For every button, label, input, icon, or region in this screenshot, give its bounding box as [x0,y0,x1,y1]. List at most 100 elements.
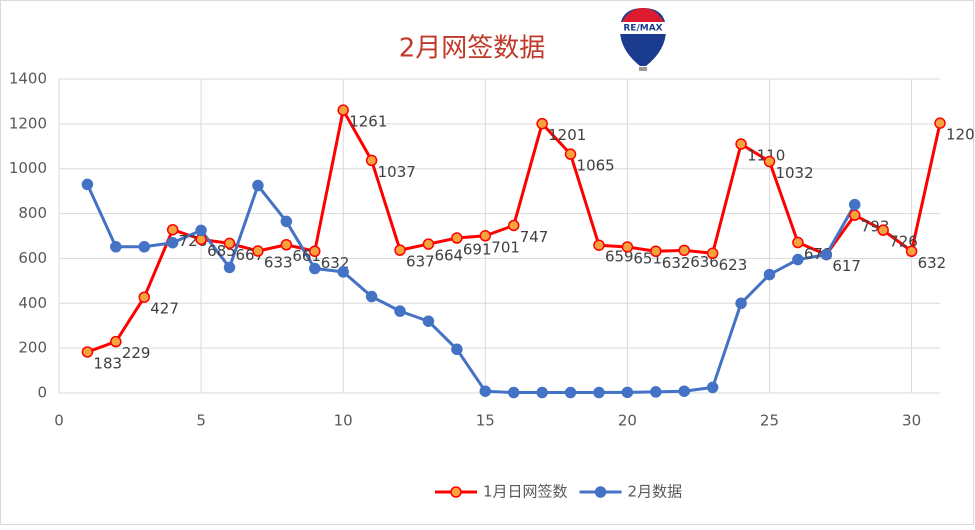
data-point [564,148,577,160]
data-label: 623 [719,256,748,274]
data-label: 1261 [349,113,387,131]
data-label: 632 [918,254,947,272]
data-point [934,117,946,129]
data-point [110,335,122,348]
data-point [195,224,207,237]
y-tick-label: 0 [37,384,47,402]
data-point [365,290,378,303]
data-point [451,232,463,244]
data-label: 664 [434,247,463,265]
data-point [621,386,634,399]
data-point [394,244,406,256]
data-point [422,315,435,327]
x-tick-label: 15 [476,412,495,430]
data-point [905,245,918,258]
data-point [280,215,293,228]
data-point [650,245,662,258]
data-label: 183 [93,354,122,372]
data-point [735,297,747,310]
data-point [678,244,690,257]
data-point [621,241,634,253]
data-point [252,245,264,257]
data-label: 747 [520,228,549,246]
data-point [280,238,293,251]
data-point [451,343,463,356]
data-point [337,266,349,278]
data-label: 1032 [775,164,813,182]
data-label: 229 [122,344,151,362]
y-tick-label: 800 [18,204,47,222]
data-point [763,155,776,168]
data-point [81,346,94,358]
data-label: 637 [406,253,435,271]
logo-text: RE/MAX [623,24,662,34]
data-point [110,241,122,253]
data-point [877,224,889,236]
data-point [848,198,861,211]
data-label: 617 [832,257,861,275]
data-label: 633 [264,254,293,272]
data-point [706,381,719,394]
x-tick-label: 20 [618,412,637,430]
data-point [763,268,776,281]
data-point [848,209,861,221]
series-line [86,183,857,395]
data-label: 1110 [747,147,785,165]
y-tick-label: 1000 [9,159,47,177]
legend-label: 2月数据 [628,483,683,501]
data-point [507,219,520,232]
data-point [309,262,321,275]
y-tick-label: 600 [18,249,47,267]
data-point [536,117,548,130]
data-point [138,291,151,303]
data-point [792,236,804,249]
data-point [223,237,236,250]
x-tick-label: 10 [334,412,353,430]
data-label: 691 [463,241,492,259]
data-point [792,253,804,266]
data-point [337,104,349,116]
chart-title: 2月网签数据 [399,34,546,64]
y-tick-label: 1200 [9,114,47,132]
data-point [394,305,406,317]
logo: RE/MAX [620,8,666,71]
data-point [479,385,492,397]
x-tick-label: 30 [902,412,921,430]
legend-marker [450,486,462,498]
data-point [365,154,378,167]
data-point [820,248,833,261]
data-label: 1203 [946,126,975,144]
data-point [422,238,435,250]
data-point [678,385,690,397]
y-tick-label: 200 [18,339,47,357]
data-point [650,386,662,398]
data-point [309,245,321,258]
legend-marker [594,486,607,498]
data-point [166,236,179,249]
data-point [81,178,94,191]
y-tick-label: 400 [18,294,47,312]
x-tick-label: 25 [760,412,779,430]
data-label: 427 [150,300,179,318]
data-point [507,386,520,399]
data-point [138,241,151,253]
y-tick-label: 1400 [9,70,47,88]
data-point [564,386,577,399]
data-point [252,179,264,192]
data-label: 632 [662,254,691,272]
data-point [166,223,179,236]
data-point [593,239,605,251]
legend-label: 1月日网签数 [483,483,568,501]
x-tick-label: 5 [196,412,206,430]
x-tick-label: 0 [54,412,64,430]
data-label: 1201 [548,126,586,144]
data-point [536,386,548,399]
data-point [479,230,492,242]
data-point [223,261,236,274]
data-label: 1065 [577,157,615,175]
data-label: 1037 [378,163,416,181]
data-point [593,386,605,399]
data-label: 701 [491,238,520,256]
